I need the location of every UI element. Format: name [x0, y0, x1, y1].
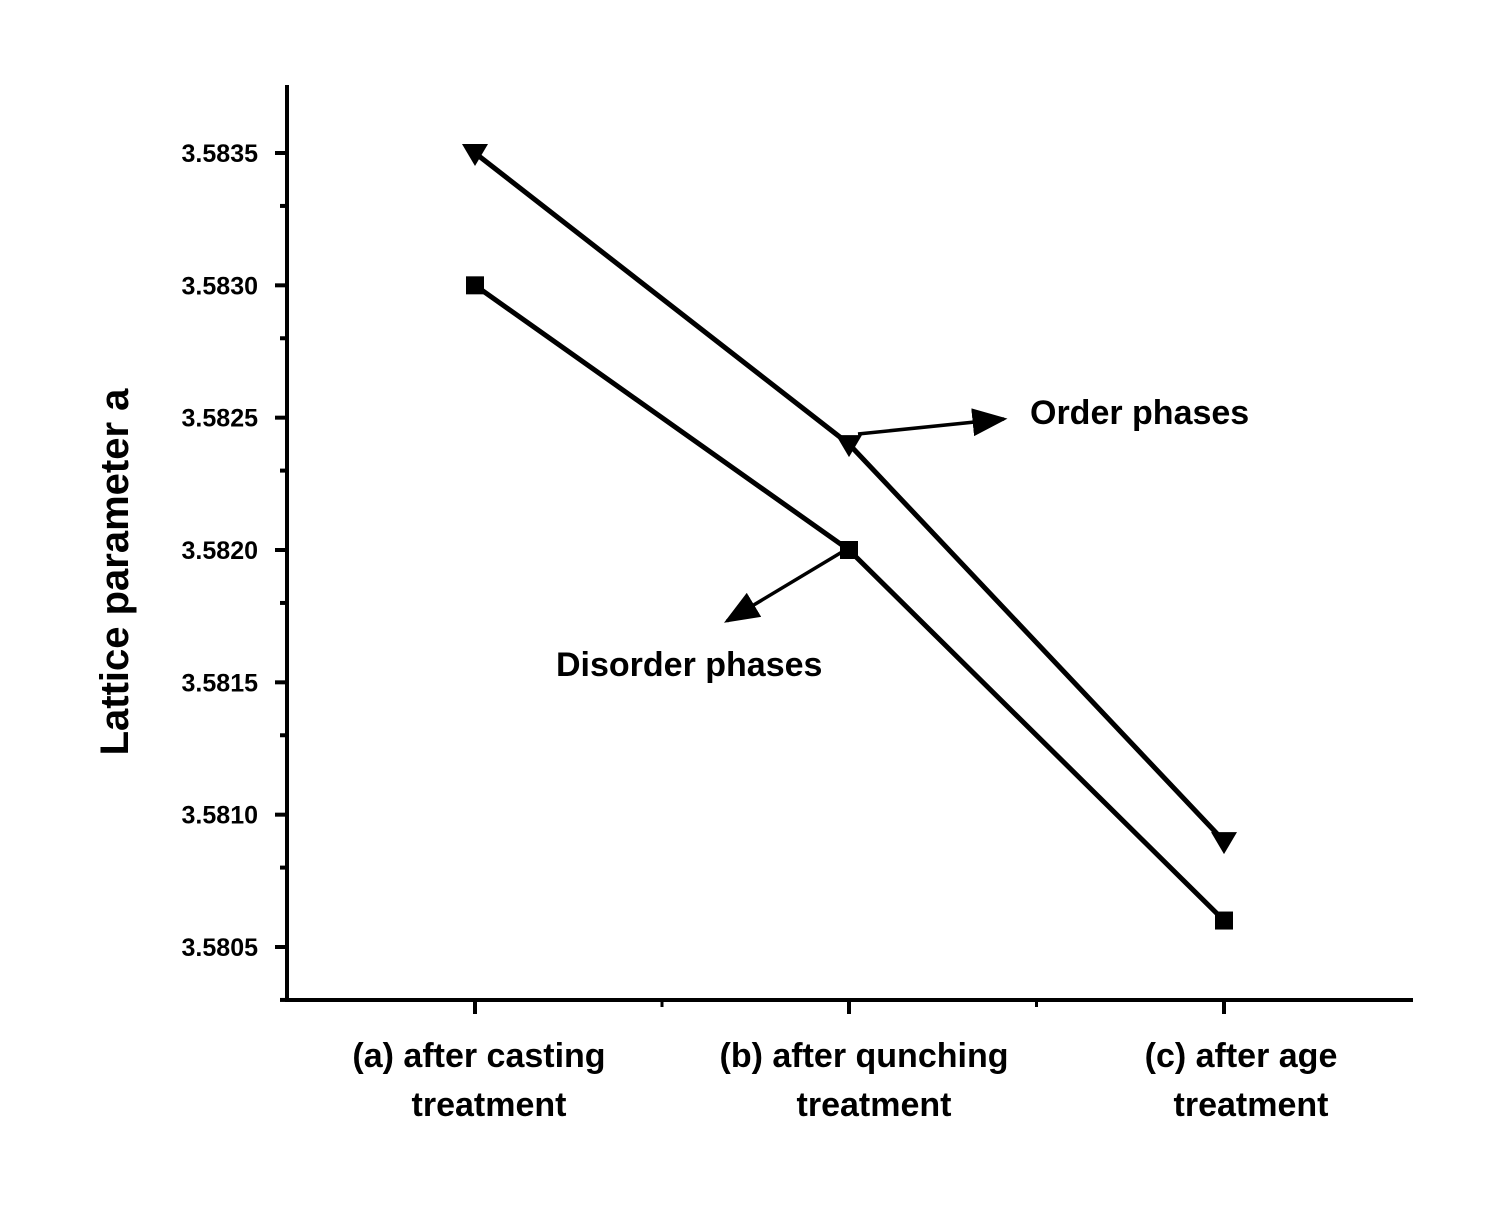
y-axis-title: Lattice parameter a — [93, 388, 137, 756]
series-group — [462, 144, 1237, 930]
y-tick-label: 3.5835 — [182, 140, 259, 168]
y-tick-label: 3.5830 — [182, 272, 258, 300]
data-point-triangle-down — [836, 435, 862, 458]
x-tick-label: (a) after casting treatment — [352, 1037, 605, 1124]
x-tick-label: (b) after qunching treatment — [720, 1037, 1009, 1124]
x-axis-ticks: (a) after casting treatment (b) after qunc… — [352, 1000, 1337, 1124]
y-tick-label: 3.5805 — [182, 934, 259, 962]
data-point-square — [1215, 911, 1233, 930]
data-point-triangle-down — [462, 144, 488, 166]
data-point-square — [466, 276, 484, 295]
data-point-triangle-down — [1211, 832, 1237, 855]
y-axis-ticks: 3.5805 3.5810 3.5815 3.5820 3.5825 3.5830 3.58… — [182, 140, 287, 1002]
y-tick-label: 3.5820 — [182, 537, 258, 565]
series-line-square — [473, 283, 1226, 923]
data-point-square — [840, 541, 858, 559]
order-phases-arrow — [857, 408, 1008, 437]
series-line-triangle-down — [473, 151, 1226, 843]
x-tick-label: (c) after age treatment — [1145, 1037, 1338, 1124]
y-tick-label: 3.5815 — [182, 669, 259, 697]
y-tick-label: 3.5810 — [182, 802, 258, 830]
y-tick-label: 3.5825 — [182, 405, 259, 433]
disorder-phases-annotation: Disorder phases — [556, 646, 822, 684]
disorder-phases-arrow — [723, 550, 843, 623]
order-phases-annotation: Order phases — [1030, 394, 1249, 432]
